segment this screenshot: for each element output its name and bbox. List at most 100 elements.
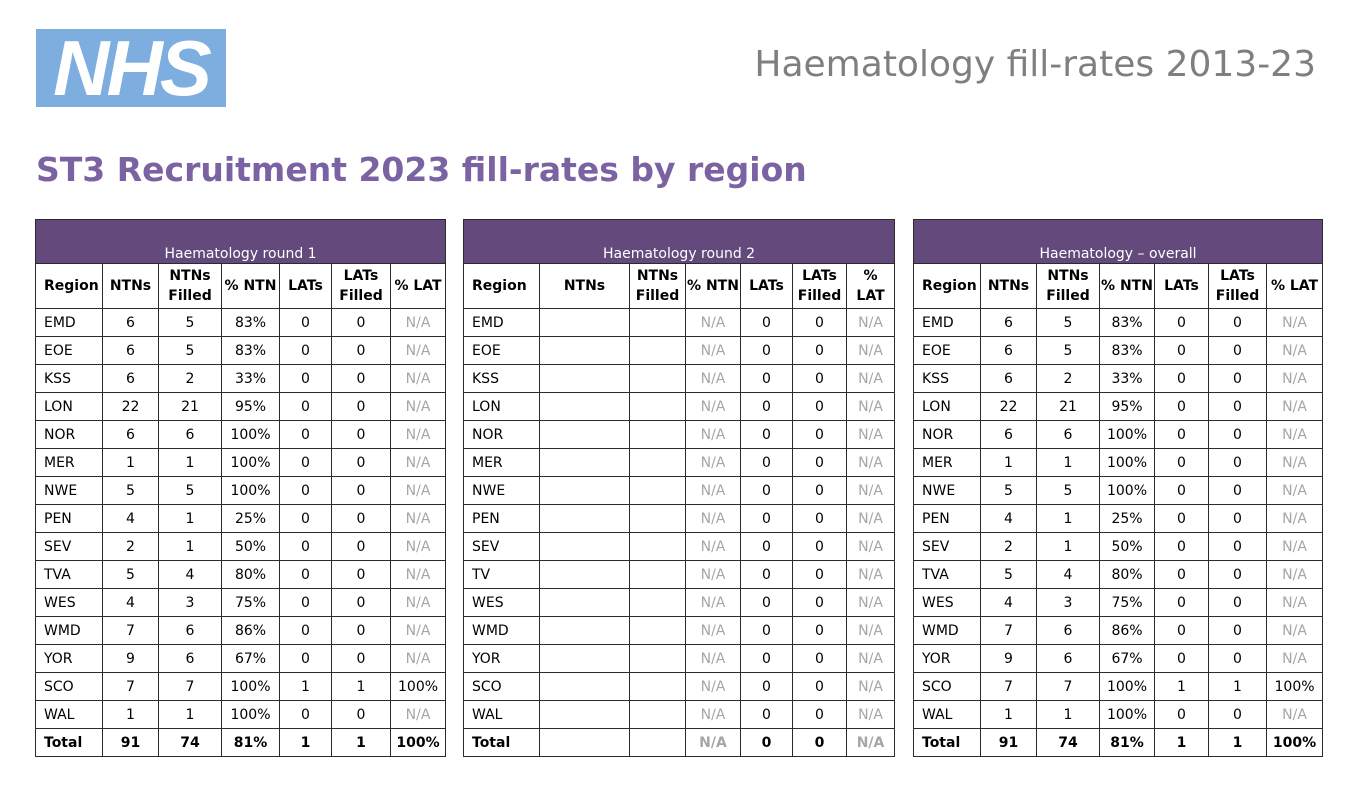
- column-header: Region: [913, 263, 981, 309]
- table-cell: 81%: [1099, 728, 1155, 757]
- table-cell: [539, 588, 630, 617]
- table-cell: 0: [740, 700, 793, 729]
- table-row: WMD 7 6 86% 0 0 N/A: [913, 616, 1324, 645]
- table-cell: [629, 700, 686, 729]
- table-cell: 0: [279, 504, 332, 533]
- table-cell: 21: [158, 392, 222, 421]
- region-cell: MER: [463, 448, 540, 477]
- table-cell: 0: [1154, 476, 1209, 505]
- table-cell: 0: [792, 672, 847, 701]
- table-cell: 0: [279, 420, 332, 449]
- document-title: Haematology fill-rates 2013-23: [754, 44, 1316, 85]
- table-cell: 95%: [221, 392, 280, 421]
- region-cell: KSS: [463, 364, 540, 393]
- table-cell: N/A: [685, 308, 741, 337]
- table-cell: 0: [792, 308, 847, 337]
- table-cell: 83%: [221, 336, 280, 365]
- table-row: NOR N/A 0 0 N/A: [463, 420, 896, 449]
- table-cell: N/A: [845, 672, 896, 701]
- table-cell: 4: [102, 504, 159, 533]
- table-row: SEV 2 1 50% 0 0 N/A: [35, 532, 447, 561]
- region-cell: WAL: [913, 700, 981, 729]
- table-cell: 0: [740, 644, 793, 673]
- table-cell: [539, 532, 630, 561]
- table-cell: 0: [740, 672, 793, 701]
- table-cell: 50%: [221, 532, 280, 561]
- table-cell: N/A: [389, 560, 447, 589]
- table-cell: N/A: [845, 504, 896, 533]
- region-cell: PEN: [913, 504, 981, 533]
- table-cell: N/A: [389, 364, 447, 393]
- table-cell: 25%: [221, 504, 280, 533]
- table-cell: [539, 700, 630, 729]
- table-cell: 5: [102, 560, 159, 589]
- table-cell: 0: [792, 420, 847, 449]
- table-cell: 1: [158, 448, 222, 477]
- table-row: WAL 1 1 100% 0 0 N/A: [913, 700, 1324, 729]
- table-title: Haematology round 2: [462, 219, 896, 264]
- table-cell: 6: [1036, 616, 1100, 645]
- region-cell: EMD: [35, 308, 103, 337]
- table-cell: 7: [102, 616, 159, 645]
- region-cell: EOE: [35, 336, 103, 365]
- region-cell: WMD: [463, 616, 540, 645]
- table-cell: 6: [102, 420, 159, 449]
- table-cell: 0: [279, 448, 332, 477]
- table-row: SEV 2 1 50% 0 0 N/A: [913, 532, 1324, 561]
- region-cell: SEV: [913, 532, 981, 561]
- table-cell: 81%: [221, 728, 280, 757]
- table-cell: 0: [792, 476, 847, 505]
- total-row: Total 91 74 81% 1 1 100%: [913, 728, 1324, 757]
- table-cell: [629, 672, 686, 701]
- table-row: TVA 5 4 80% 0 0 N/A: [35, 560, 447, 589]
- table-cell: 0: [331, 420, 391, 449]
- table-cell: 0: [1208, 532, 1267, 561]
- region-cell: LON: [463, 392, 540, 421]
- table-row: SEV N/A 0 0 N/A: [463, 532, 896, 561]
- region-cell: Total: [913, 728, 981, 757]
- table-cell: 6: [980, 364, 1037, 393]
- table-cell: 100%: [1099, 672, 1155, 701]
- table-cell: 0: [1208, 336, 1267, 365]
- total-row: Total N/A 0 0 N/A: [463, 728, 896, 757]
- table-cell: 0: [792, 364, 847, 393]
- table-cell: N/A: [685, 532, 741, 561]
- table-cell: N/A: [845, 532, 896, 561]
- table-cell: 0: [740, 588, 793, 617]
- table-cell: N/A: [1265, 392, 1324, 421]
- table-cell: [629, 504, 686, 533]
- table-cell: 0: [740, 336, 793, 365]
- table-row: SCO 7 7 100% 1 1 100%: [35, 672, 447, 701]
- table-cell: 6: [158, 616, 222, 645]
- table-cell: N/A: [845, 420, 896, 449]
- region-cell: WES: [35, 588, 103, 617]
- region-cell: PEN: [35, 504, 103, 533]
- table-cell: 2: [1036, 364, 1100, 393]
- table-cell: [539, 308, 630, 337]
- table-cell: 6: [980, 308, 1037, 337]
- table-cell: 0: [279, 616, 332, 645]
- table-cell: 0: [279, 336, 332, 365]
- table-cell: 0: [1208, 476, 1267, 505]
- table-row: KSS N/A 0 0 N/A: [463, 364, 896, 393]
- table-cell: 100%: [221, 420, 280, 449]
- region-cell: WES: [913, 588, 981, 617]
- table-cell: N/A: [685, 420, 741, 449]
- table-cell: 1: [1036, 448, 1100, 477]
- table-cell: 80%: [1099, 560, 1155, 589]
- table-cell: 2: [102, 532, 159, 561]
- table-cell: N/A: [845, 364, 896, 393]
- region-cell: SEV: [35, 532, 103, 561]
- region-cell: SCO: [35, 672, 103, 701]
- table-round-2: Haematology round 2 Region NTNs NTNs Filled…: [462, 219, 896, 757]
- column-header: LATs Filled: [1208, 263, 1267, 309]
- table-row: YOR 9 6 67% 0 0 N/A: [913, 644, 1324, 673]
- table-cell: 75%: [1099, 588, 1155, 617]
- table-cell: N/A: [685, 336, 741, 365]
- nhs-logo: NHS: [36, 29, 226, 107]
- table-cell: 9: [980, 644, 1037, 673]
- region-cell: YOR: [913, 644, 981, 673]
- table-round-1: Haematology round 1 Region NTNs NTNs Filled…: [34, 219, 447, 757]
- table-row: WES 4 3 75% 0 0 N/A: [913, 588, 1324, 617]
- table-cell: [629, 336, 686, 365]
